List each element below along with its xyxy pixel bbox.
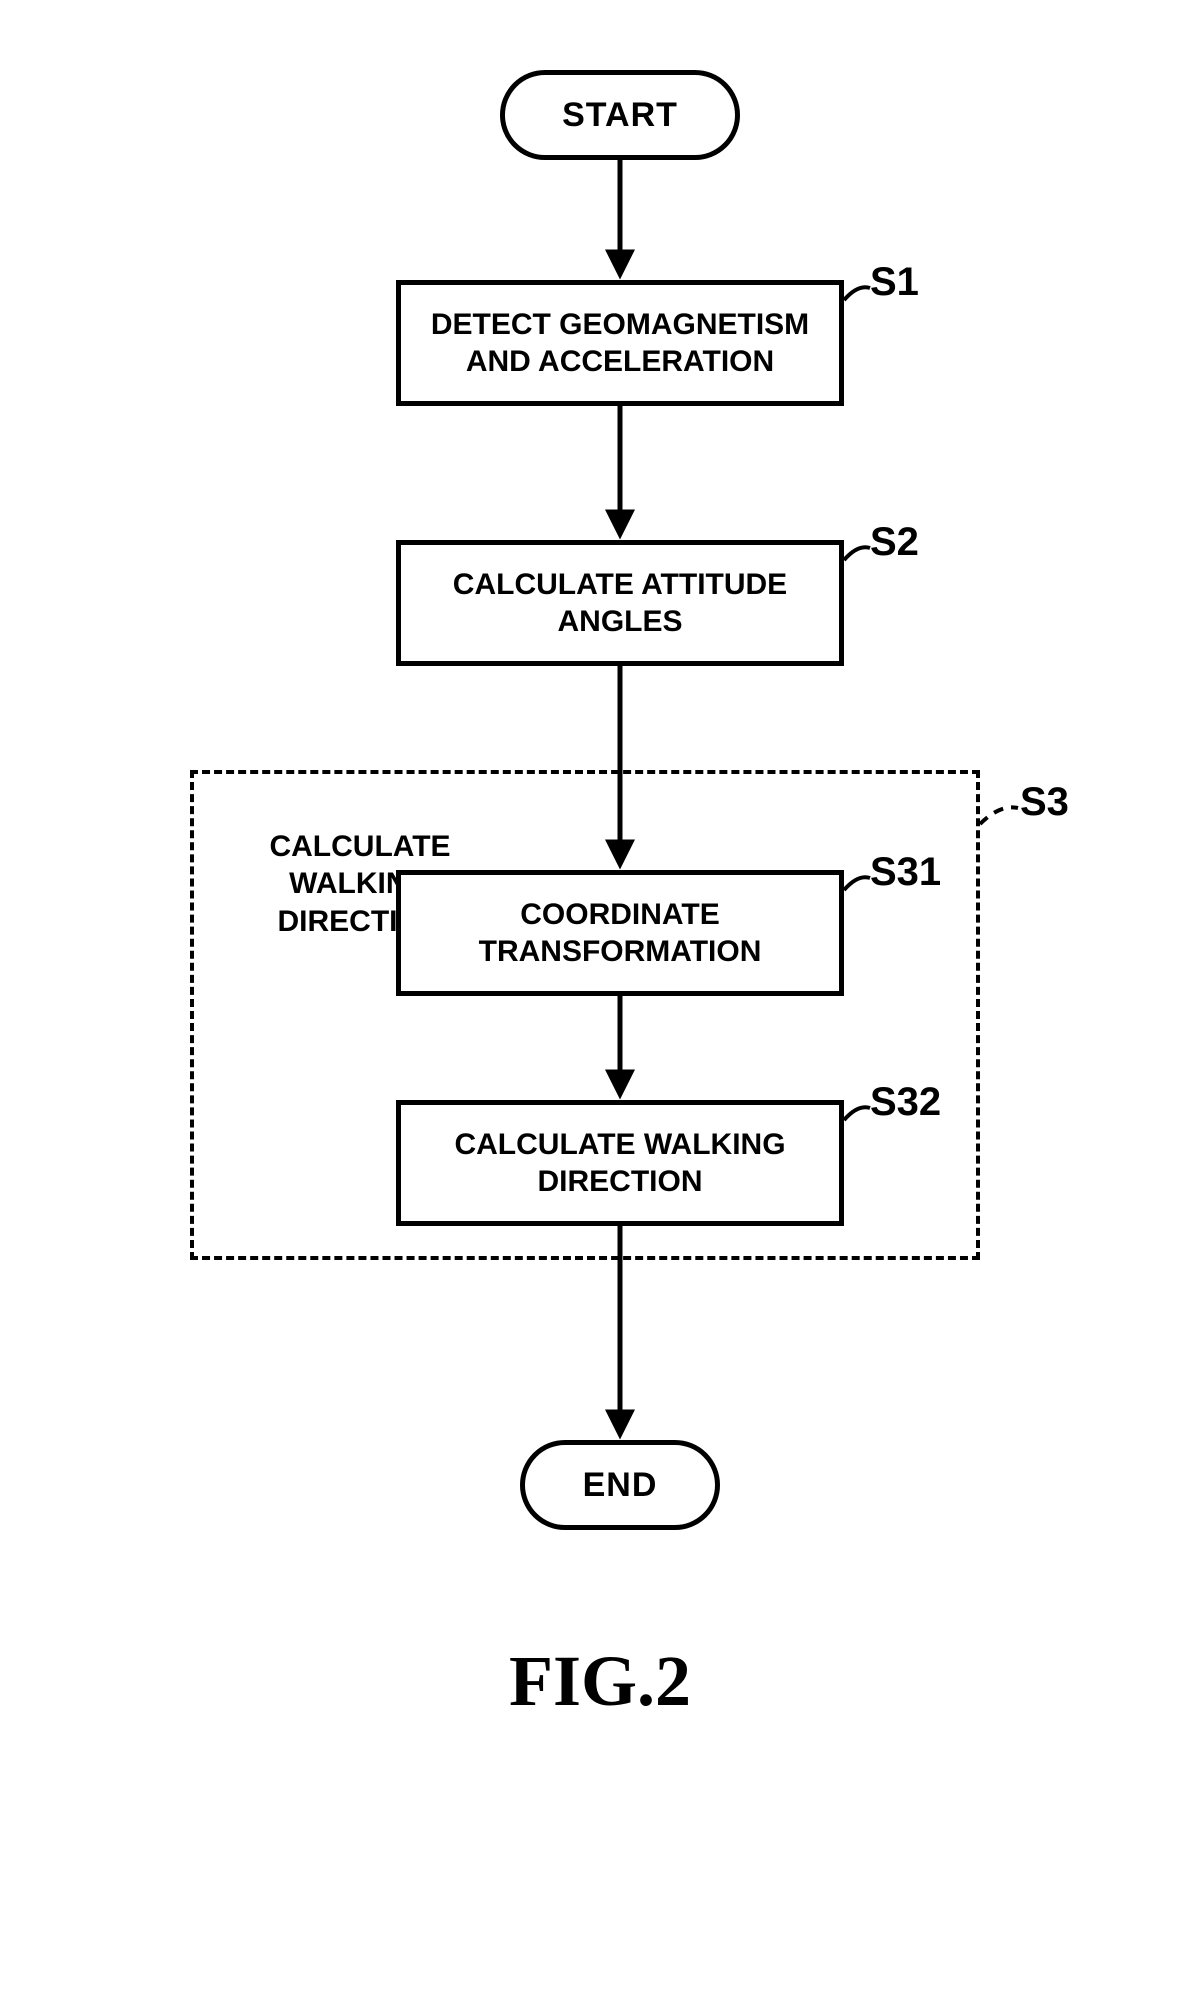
figure-caption: FIG.2 <box>400 1640 800 1723</box>
label-s1: S1 <box>870 260 919 305</box>
terminal-end: END <box>520 1440 720 1530</box>
step-s31-text: COORDINATE TRANSFORMATION <box>479 896 762 971</box>
step-s1-text: DETECT GEOMAGNETISM AND ACCELERATION <box>431 306 809 381</box>
step-s32-box: CALCULATE WALKING DIRECTION <box>396 1100 844 1226</box>
step-s2-box: CALCULATE ATTITUDE ANGLES <box>396 540 844 666</box>
label-s32: S32 <box>870 1080 941 1125</box>
step-s32-text: CALCULATE WALKING DIRECTION <box>454 1126 785 1201</box>
step-s2-text: CALCULATE ATTITUDE ANGLES <box>453 566 787 641</box>
label-s3: S3 <box>1020 780 1069 825</box>
terminal-end-text: END <box>583 1466 658 1505</box>
terminal-start: START <box>500 70 740 160</box>
label-s31: S31 <box>870 850 941 895</box>
step-s31-box: COORDINATE TRANSFORMATION <box>396 870 844 996</box>
label-s2: S2 <box>870 520 919 565</box>
step-s1-box: DETECT GEOMAGNETISM AND ACCELERATION <box>396 280 844 406</box>
terminal-start-text: START <box>562 96 678 135</box>
